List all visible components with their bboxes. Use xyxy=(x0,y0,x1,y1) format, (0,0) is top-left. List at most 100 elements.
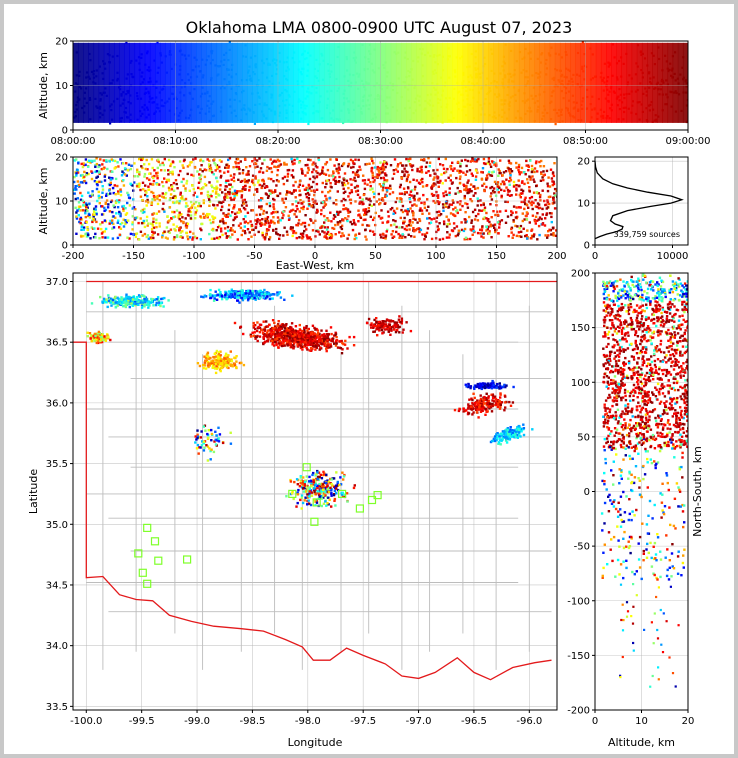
altitude-east-west-point xyxy=(237,211,241,214)
plan-view-point xyxy=(293,345,296,348)
altitude-east-west-point xyxy=(135,185,139,188)
altitude-east-west-point xyxy=(523,207,526,211)
altitude-east-west-point xyxy=(149,182,152,186)
altitude-east-west-point xyxy=(247,170,250,173)
altitude-east-west-point xyxy=(354,172,357,175)
altitude-east-west-point xyxy=(294,200,298,203)
altitude-east-west-point xyxy=(479,228,482,231)
altitude-histogram-x-tick-label: 10000 xyxy=(657,251,689,262)
altitude-east-west-point xyxy=(267,228,270,232)
altitude-east-west-point xyxy=(152,220,155,223)
plan-view-x-tick-label: -98.5 xyxy=(239,716,265,727)
plan-view-point xyxy=(200,295,203,298)
altitude-east-west-point xyxy=(389,187,392,190)
altitude-east-west-point xyxy=(471,210,475,214)
altitude-east-west-point xyxy=(349,198,353,201)
altitude-east-west-point xyxy=(284,197,287,200)
altitude-time-density-band xyxy=(247,42,253,123)
altitude-east-west-point xyxy=(194,211,198,214)
altitude-time-density-band xyxy=(242,42,248,123)
altitude-east-west-point xyxy=(551,226,555,229)
altitude-east-west-point xyxy=(122,162,125,165)
altitude-east-west-point xyxy=(330,234,334,237)
altitude-east-west-point xyxy=(232,207,235,210)
altitude-east-west-point xyxy=(411,204,414,207)
plan-view-point xyxy=(263,292,267,295)
altitude-east-west-point xyxy=(211,185,214,189)
altitude-east-west-point xyxy=(146,234,150,237)
altitude-east-west-point xyxy=(279,163,283,166)
altitude-east-west-point xyxy=(226,225,230,229)
altitude-east-west-point xyxy=(365,162,369,166)
altitude-east-west-point xyxy=(551,180,554,183)
altitude-east-west-point xyxy=(330,236,333,240)
altitude-east-west-point xyxy=(308,203,311,206)
altitude-east-west-point xyxy=(93,227,96,230)
plan-view-point xyxy=(259,296,262,300)
plan-view-point xyxy=(242,294,245,297)
altitude-east-west-point xyxy=(103,206,106,210)
altitude-east-west-point xyxy=(266,165,269,169)
altitude-east-west-point xyxy=(342,208,345,211)
altitude-east-west-point xyxy=(536,202,540,205)
altitude-east-west-point xyxy=(448,203,451,206)
plan-view-point xyxy=(241,291,244,295)
altitude-time-density-band xyxy=(339,42,346,123)
altitude-east-west-point xyxy=(276,169,280,172)
altitude-east-west-point xyxy=(116,236,120,240)
altitude-east-west-point xyxy=(380,209,383,212)
altitude-east-west-point xyxy=(307,236,311,240)
altitude-east-west-point xyxy=(534,161,538,165)
altitude-east-west-point xyxy=(324,173,328,176)
altitude-east-west-point xyxy=(233,173,236,176)
altitude-east-west-point xyxy=(301,232,305,235)
altitude-east-west-point xyxy=(278,159,281,163)
altitude-east-west-point xyxy=(182,184,185,187)
plan-view-point xyxy=(204,295,208,298)
plan-view-point xyxy=(249,294,252,298)
plan-view-point xyxy=(279,296,283,299)
altitude-east-west-point xyxy=(373,216,376,219)
altitude-east-west-point xyxy=(367,198,370,201)
plan-view-point xyxy=(245,290,248,293)
altitude-east-west-point xyxy=(382,176,385,179)
altitude-east-west-point xyxy=(114,216,117,219)
altitude-east-west-point xyxy=(518,170,521,174)
altitude-east-west-point xyxy=(499,182,503,186)
altitude-east-west-point xyxy=(108,210,112,213)
altitude-east-west-point xyxy=(282,201,286,204)
altitude-east-west-point xyxy=(142,219,145,223)
altitude-time-density-band xyxy=(575,42,581,123)
altitude-east-west-point xyxy=(335,199,338,202)
altitude-east-west-point xyxy=(214,207,217,210)
altitude-east-west-point xyxy=(536,219,539,222)
altitude-east-west-point xyxy=(79,216,83,220)
altitude-east-west-point xyxy=(239,222,242,225)
altitude-east-west-point xyxy=(296,224,300,227)
altitude-east-west-point xyxy=(420,209,424,212)
altitude-east-west-point xyxy=(376,173,379,176)
altitude-east-west-point xyxy=(489,186,492,190)
altitude-east-west-point xyxy=(490,198,494,201)
altitude-east-west-point xyxy=(527,165,530,168)
altitude-east-west-point xyxy=(97,194,100,198)
altitude-east-west-point xyxy=(234,160,237,164)
altitude-east-west-point xyxy=(381,189,385,192)
altitude-east-west-point xyxy=(126,201,129,205)
altitude-east-west-point xyxy=(165,178,169,182)
altitude-east-west-point xyxy=(342,163,345,166)
altitude-east-west-point xyxy=(246,211,250,214)
altitude-east-west-point xyxy=(152,179,156,183)
altitude-east-west-point xyxy=(140,165,143,168)
altitude-east-west-point xyxy=(172,181,176,185)
altitude-east-west-point xyxy=(261,234,264,237)
plan-view-point xyxy=(138,295,142,298)
altitude-east-west-point xyxy=(179,193,182,196)
altitude-east-west-point xyxy=(305,188,308,191)
altitude-east-west-point xyxy=(519,224,523,228)
altitude-east-west-point xyxy=(551,171,555,174)
plan-view-point xyxy=(236,290,239,294)
altitude-east-west-point xyxy=(214,169,217,172)
altitude-east-west-point xyxy=(251,181,255,185)
altitude-east-west-point xyxy=(516,215,519,219)
